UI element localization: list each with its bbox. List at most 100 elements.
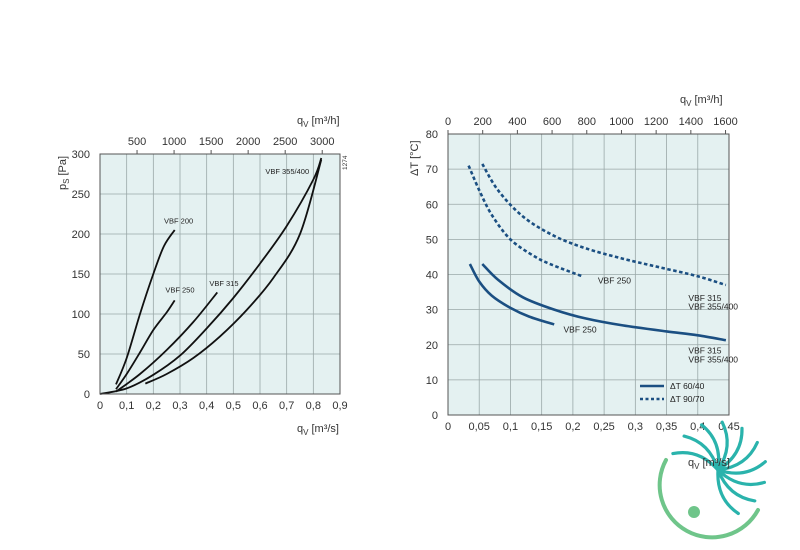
x-tick-label: 0,3 [628,421,643,433]
x-tick-label: 0,8 [306,400,321,412]
y-tick-label: 100 [72,309,90,321]
temperature-x-ticks: 0 0,05 0,1 0,15 0,2 0,25 0,3 0,35 0,4 0,45 [445,421,740,433]
y-tick-label: 60 [426,199,438,211]
top-x-tick-label: 3000 [310,136,334,148]
temperature-frame [447,133,730,416]
pressure-frame [99,153,341,395]
y-tick-label: 20 [426,340,438,352]
series-line [481,263,727,342]
logo-rays [671,420,767,516]
top-x-tick-label: 0 [445,116,451,128]
pressure-y-title: pS[Pa] [57,156,71,190]
logo-ray [716,468,757,503]
y-tick-label: 150 [72,269,90,281]
x-tick-label: 0,35 [656,421,677,433]
temperature-y-title: ΔT[°C] [409,140,421,176]
x-tick-label: 0,3 [172,400,187,412]
curve-label: VBF 200 [164,217,193,226]
y-tick-label: 70 [426,164,438,176]
top-x-tick-label: 1400 [679,116,703,128]
top-x-tick-label: 1500 [199,136,223,148]
temperature-top-ticks: 0 200 400 600 800 1000 1200 1400 1600 [445,116,738,134]
logo-ray [716,440,759,472]
y-tick-label: 10 [426,375,438,387]
y-tick-label: 50 [78,349,90,361]
curve-label: VBF 250 [564,324,597,334]
x-tick-label: 0,2 [146,400,161,412]
brand-logo [657,420,767,540]
temperature-top-x-title: qV [m³/h] [680,94,723,108]
curve-label: VBF 355/400 [688,302,738,312]
top-x-tick-label: 1000 [162,136,186,148]
logo-ray [716,468,740,516]
x-tick-label: 0,9 [332,400,347,412]
x-tick-label: 0,1 [119,400,134,412]
logo-ray [682,434,720,472]
logo-ray [716,420,729,472]
pressure-x-ticks: 0 0,1 0,2 0,3 0,4 0,5 0,6 0,7 0,8 0,9 [97,400,348,412]
series-line [115,291,218,393]
y-tick-label: 0 [84,389,90,401]
temperature-y-ticks: 0 10 20 30 40 50 60 70 80 [426,129,438,422]
temperature-legend: ΔT 60/40 ΔT 90/70 [640,381,705,404]
curve-label: VBF 250 [598,275,631,285]
curve-label: VBF 315 [209,279,238,288]
top-x-tick-label: 200 [474,116,492,128]
legend-solid-label: ΔT 60/40 [670,381,705,391]
x-tick-label: 0 [97,400,103,412]
curve-label: VBF 315 [688,293,721,303]
y-tick-label: 80 [426,129,438,141]
y-tick-label: 200 [72,229,90,241]
y-tick-label: 40 [426,270,438,282]
logo-arc [657,458,760,540]
logo-ray [716,460,767,475]
top-x-tick-label: 2000 [236,136,260,148]
series-line [115,229,176,385]
y-tick-label: 30 [426,305,438,317]
pressure-series [99,157,323,395]
x-tick-label: 0,5 [226,400,241,412]
x-tick-label: 0,15 [531,421,552,433]
x-tick-label: 0,05 [469,421,490,433]
top-x-tick-label: 400 [508,116,526,128]
top-x-tick-label: 2500 [273,136,297,148]
top-x-tick-label: 500 [128,136,146,148]
top-x-tick-label: 1600 [713,116,737,128]
pressure-y-ticks: 0 50 100 150 200 250 300 [72,149,90,401]
pressure-chart: 0 0,1 0,2 0,3 0,4 0,5 0,6 0,7 0,8 0,9 0 50 100 150 20… [57,115,349,437]
x-tick-label: 0,4 [199,400,214,412]
x-tick-label: 0,1 [503,421,518,433]
pressure-top-ticks: 500 1000 1500 2000 2500 3000 [128,136,334,154]
y-tick-label: 250 [72,189,90,201]
temperature-chart: 0 0,05 0,1 0,15 0,2 0,25 0,3 0,35 0,4 0,45 010203… [409,94,740,433]
pressure-top-x-title: qV [m³/h] [297,115,340,129]
temperature-x-title: qV [m³/s] [688,457,730,471]
top-x-tick-label: 600 [543,116,561,128]
top-x-tick-label: 1000 [609,116,633,128]
legend-dotted-label: ΔT 90/70 [670,394,705,404]
x-tick-label: 0 [445,421,451,433]
logo-ray [671,451,720,472]
series-line [481,163,727,287]
x-tick-label: 0,2 [565,421,580,433]
top-x-tick-label: 800 [578,116,596,128]
logo-ray [700,423,721,472]
y-tick-label: 300 [72,149,90,161]
logo-ray [716,426,744,472]
curve-label: VBF 355/400 [688,354,738,364]
logo-dot [688,506,700,518]
top-x-tick-label: 1200 [644,116,668,128]
curve-label: VBF 315 [688,346,721,356]
logo-ray [716,468,766,487]
pressure-x-title: qV [m³/s] [297,423,339,437]
series-line [115,299,176,390]
temperature-series [467,163,727,342]
series-line [99,157,323,395]
series-line [468,263,555,326]
pressure-curve-labels: VBF 200 VBF 250 VBF 315 VBF 355/400 [164,167,309,294]
y-tick-label: 0 [432,410,438,422]
x-tick-label: 0,7 [279,400,294,412]
side-code: 1274 [342,155,349,170]
